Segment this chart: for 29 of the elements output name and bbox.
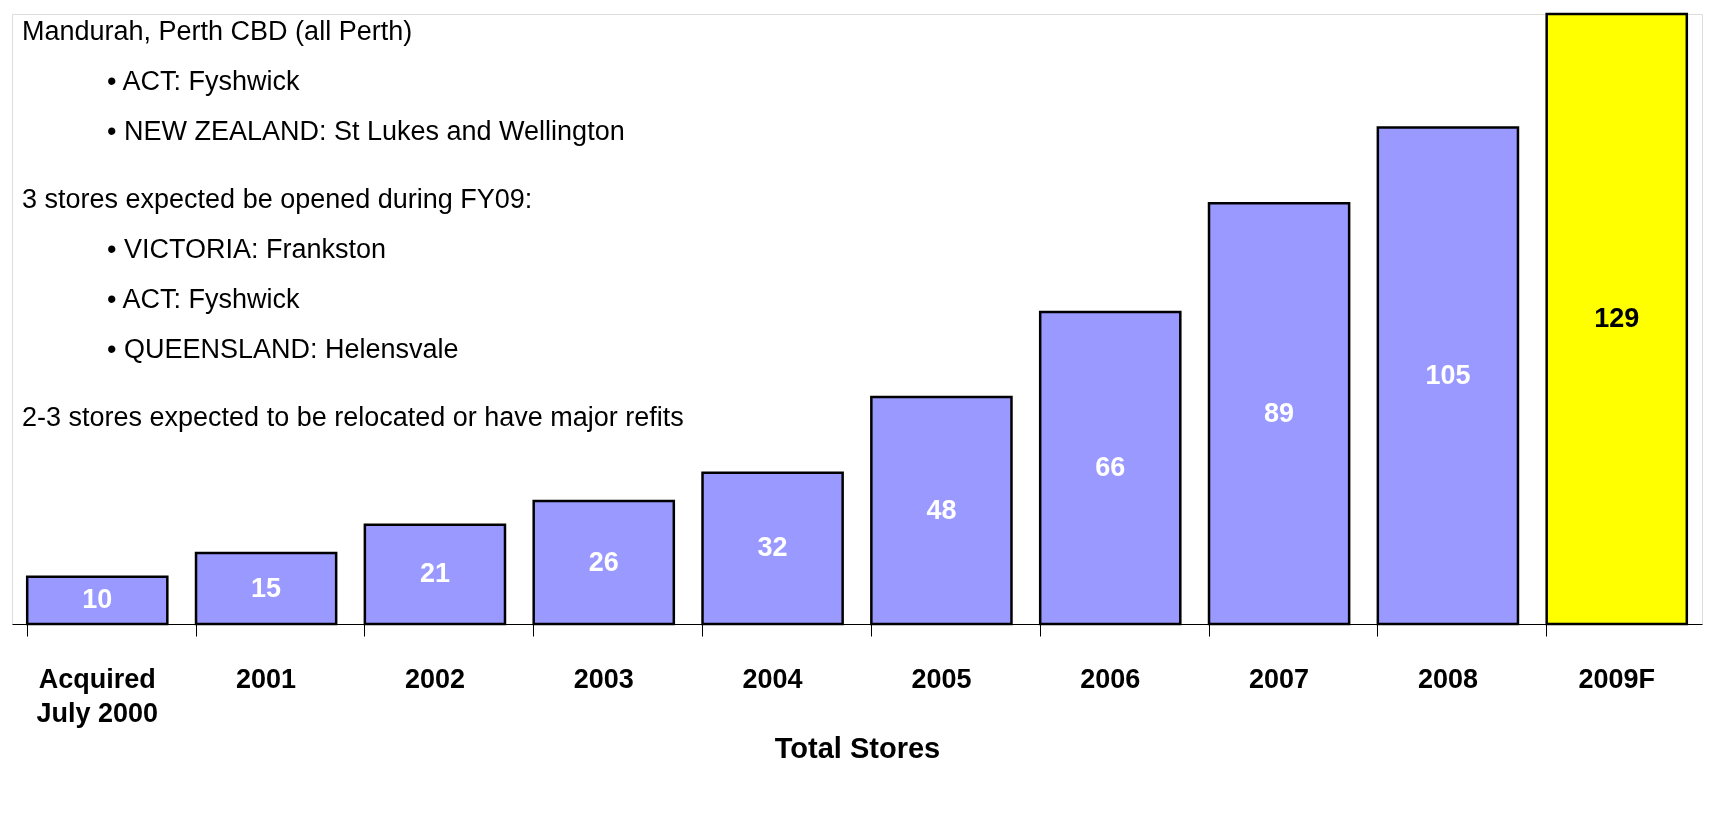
- x-tick-label: 2008: [1417, 663, 1478, 694]
- x-tick-label: 2007: [1249, 663, 1310, 694]
- x-tick-label: 2002: [404, 663, 465, 694]
- x-axis-title: Total Stores: [774, 731, 941, 764]
- annotation: • ACT: Fyshwick: [107, 284, 300, 314]
- annotation: • QUEENSLAND: Helensvale: [107, 334, 459, 364]
- annotation: 2-3 stores expected to be relocated or have major refits: [22, 402, 684, 432]
- x-tick-label: 2001: [236, 663, 297, 694]
- annotation: • VICTORIA: Frankston: [107, 234, 387, 264]
- x-tick-label: 2006: [1080, 663, 1141, 694]
- x-tick-label: Acquired July 2000: [36, 663, 159, 728]
- data-label: 129: [1594, 303, 1640, 333]
- annotation: 3 stores expected be opened during FY09:: [22, 184, 533, 214]
- data-label: 10: [82, 584, 113, 615]
- data-label: 48: [926, 494, 957, 525]
- data-label: 15: [251, 572, 282, 603]
- data-label: 26: [588, 546, 619, 577]
- data-label: 66: [1095, 451, 1126, 482]
- annotation: Mandurah, Perth CBD (all Perth): [22, 16, 413, 46]
- annotation: • NEW ZEALAND: St Lukes and Wellington: [107, 116, 625, 146]
- x-tick-label: 2009F: [1578, 663, 1656, 694]
- data-label: 21: [419, 558, 450, 589]
- x-tick-label: 2004: [742, 663, 803, 694]
- data-label: 32: [757, 532, 788, 563]
- x-tick-label: 2005: [911, 663, 972, 694]
- annotation: • ACT: Fyshwick: [107, 66, 300, 96]
- data-label: 89: [1264, 397, 1295, 428]
- data-label: 105: [1425, 359, 1471, 390]
- x-tick-label: 2003: [573, 663, 634, 694]
